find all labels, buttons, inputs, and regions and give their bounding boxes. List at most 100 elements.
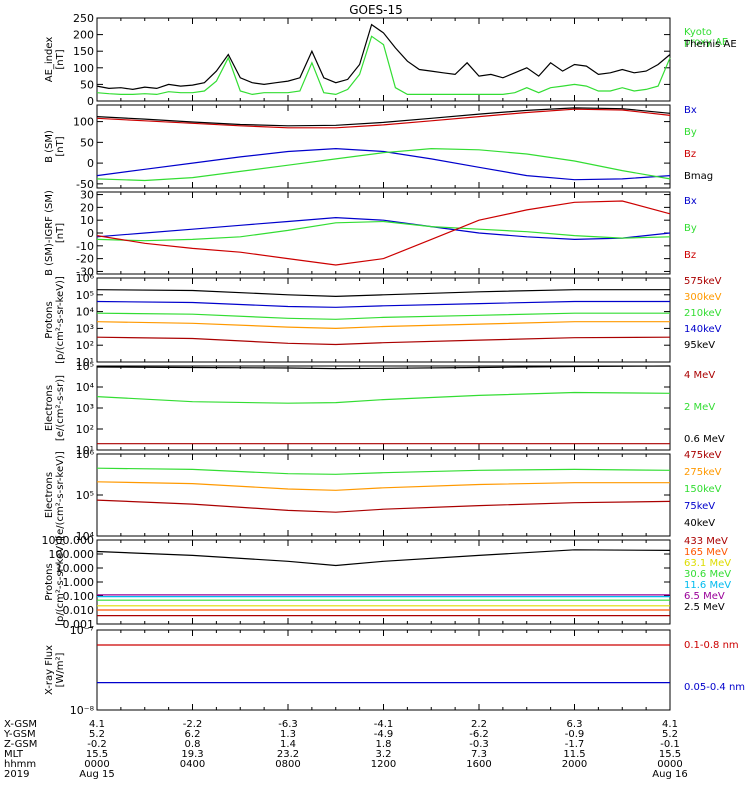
series-95kev bbox=[96, 289, 670, 298]
y-axis-label: [nT] bbox=[55, 223, 66, 243]
legend-entry: 0.05-0.4 nm bbox=[684, 682, 745, 693]
panel-frame bbox=[96, 629, 671, 711]
y-tick-label: 10⁶ bbox=[76, 272, 95, 285]
y-tick-label: 10 bbox=[80, 214, 94, 227]
series-kyoto-proxy-ae bbox=[96, 35, 671, 96]
ephemeris-value: -6.3 bbox=[278, 719, 298, 730]
ephemeris-value: -6.2 bbox=[469, 729, 489, 740]
y-tick-label: 10.000 bbox=[56, 562, 95, 575]
ephemeris-value: 5.2 bbox=[662, 729, 678, 740]
ephemeris-value: 15.5 bbox=[659, 749, 681, 760]
y-tick-label: 0 bbox=[87, 157, 94, 170]
series-2-5-mev bbox=[96, 549, 671, 567]
figure-title: GOES-15 bbox=[349, 3, 403, 17]
series-bx bbox=[96, 147, 671, 181]
legend-entry: 140keV bbox=[684, 324, 722, 335]
y-axis-label: X-ray Flux bbox=[44, 645, 55, 695]
y-tick-label: 1000.000 bbox=[42, 534, 95, 547]
ephemeris-value: 5.2 bbox=[89, 729, 105, 740]
legend-entry: 150keV bbox=[684, 484, 722, 495]
ephemeris-value: 0400 bbox=[180, 759, 205, 770]
ephemeris-value: 1.4 bbox=[280, 739, 296, 750]
legend-entry: proxy AE bbox=[684, 37, 728, 48]
y-tick-label: 10⁵ bbox=[76, 360, 94, 373]
legend-entry: By bbox=[684, 127, 697, 138]
legend-entry: 95keV bbox=[684, 340, 715, 351]
ephemeris-value: -1.7 bbox=[565, 739, 585, 750]
legend-entry: 575keV bbox=[684, 276, 722, 287]
series-275kev bbox=[96, 481, 670, 491]
ephemeris-row-label: 2019 bbox=[4, 769, 29, 780]
ephemeris-value: 23.2 bbox=[277, 749, 299, 760]
y-tick-label: 100 bbox=[73, 62, 94, 75]
y-tick-label: 10³ bbox=[76, 322, 94, 335]
panel-electrons_kev: 10⁴ 10⁵ 10⁶ Electrons [e/(cm²-s-sr-keV)] 475k… bbox=[44, 448, 722, 543]
ephemeris-value: Aug 15 bbox=[79, 769, 114, 780]
ephemeris-value: 11.5 bbox=[563, 749, 585, 760]
series-by bbox=[96, 220, 671, 242]
y-axis-label: B (SM)-IGRF (SM) bbox=[44, 190, 55, 276]
y-tick-label: 0 bbox=[87, 95, 94, 108]
series-0-6-mev bbox=[96, 365, 671, 370]
series-bz bbox=[96, 108, 671, 129]
y-tick-label: 0.001 bbox=[63, 618, 95, 631]
series-475kev bbox=[96, 499, 671, 513]
series-by bbox=[96, 147, 671, 182]
legend-entry: 300keV bbox=[684, 292, 722, 303]
series-300kev bbox=[96, 321, 670, 330]
ephemeris-value: 6.3 bbox=[567, 719, 583, 730]
ephemeris-value: 2.2 bbox=[471, 719, 487, 730]
legend-entry: 30.6 MeV bbox=[684, 569, 731, 580]
y-axis-label: [p/(cm²-s-sr-keV)] bbox=[55, 276, 66, 364]
y-axis-label: Electrons bbox=[44, 385, 55, 431]
y-axis-label: [p/(cm²-s-sr-keV)] bbox=[55, 538, 66, 626]
y-tick-label: 150 bbox=[73, 45, 94, 58]
legend-entry: Bz bbox=[684, 149, 696, 160]
panel-frame bbox=[96, 365, 671, 451]
y-axis-label: [W/m²] bbox=[55, 652, 66, 687]
y-tick-label: 250 bbox=[73, 12, 94, 25]
y-tick-label: -20 bbox=[76, 253, 94, 266]
series-bx bbox=[96, 216, 671, 241]
panel-frame bbox=[96, 539, 671, 625]
y-tick-label: 1.000 bbox=[63, 576, 95, 589]
panel-frame bbox=[96, 17, 671, 102]
y-tick-label: 0 bbox=[87, 227, 94, 240]
y-tick-label: 30 bbox=[80, 189, 94, 202]
legend-entry: 2 MeV bbox=[684, 402, 715, 413]
series-575kev bbox=[96, 336, 671, 346]
legend-entry: Bx bbox=[684, 105, 697, 116]
legend-entry: 75keV bbox=[684, 501, 715, 512]
ephemeris-value: 3.2 bbox=[376, 749, 392, 760]
panel-xray: 10⁻⁸ 10⁻⁷ X-ray Flux [W/m²] 0.1-0.8 nm 0.05-0… bbox=[44, 624, 745, 717]
y-tick-label: 100.000 bbox=[49, 548, 95, 561]
ephemeris-value: -2.2 bbox=[183, 719, 203, 730]
series-bz bbox=[96, 200, 671, 266]
legend-entry: 6.5 MeV bbox=[684, 591, 725, 602]
legend-entry: 0.6 MeV bbox=[684, 434, 725, 445]
y-axis-label: [e/(cm²-s-sr-keV)] bbox=[55, 451, 66, 539]
y-tick-label: 100 bbox=[73, 116, 94, 129]
legend-entry: Bz bbox=[684, 250, 696, 261]
ephemeris-value: 6.2 bbox=[185, 729, 201, 740]
ephemeris-value: 19.3 bbox=[181, 749, 203, 760]
ephemeris-value: -4.1 bbox=[374, 719, 394, 730]
y-axis-label: [e/(cm²-s-sr)] bbox=[55, 375, 66, 441]
ephemeris-value: 4.1 bbox=[89, 719, 105, 730]
legend-entry: 210keV bbox=[684, 308, 722, 319]
ephemeris-value: 4.1 bbox=[662, 719, 678, 730]
legend-entry: 165 MeV bbox=[684, 547, 728, 558]
ephemeris-value: 0.8 bbox=[185, 739, 201, 750]
panel-protons_mev: 0.0010.0100.1001.00010.000100.0001000.00… bbox=[42, 534, 732, 631]
ephemeris-row-label: X-GSM bbox=[4, 719, 37, 730]
y-tick-label: -50 bbox=[76, 178, 94, 191]
panel-frame bbox=[96, 453, 671, 537]
legend-entry: 433 MeV bbox=[684, 536, 728, 547]
y-axis-label: Protons bbox=[44, 301, 55, 338]
ephemeris-value: 1200 bbox=[371, 759, 396, 770]
ephemeris-row-label: MLT bbox=[4, 749, 24, 760]
y-tick-label: 50 bbox=[80, 136, 94, 149]
